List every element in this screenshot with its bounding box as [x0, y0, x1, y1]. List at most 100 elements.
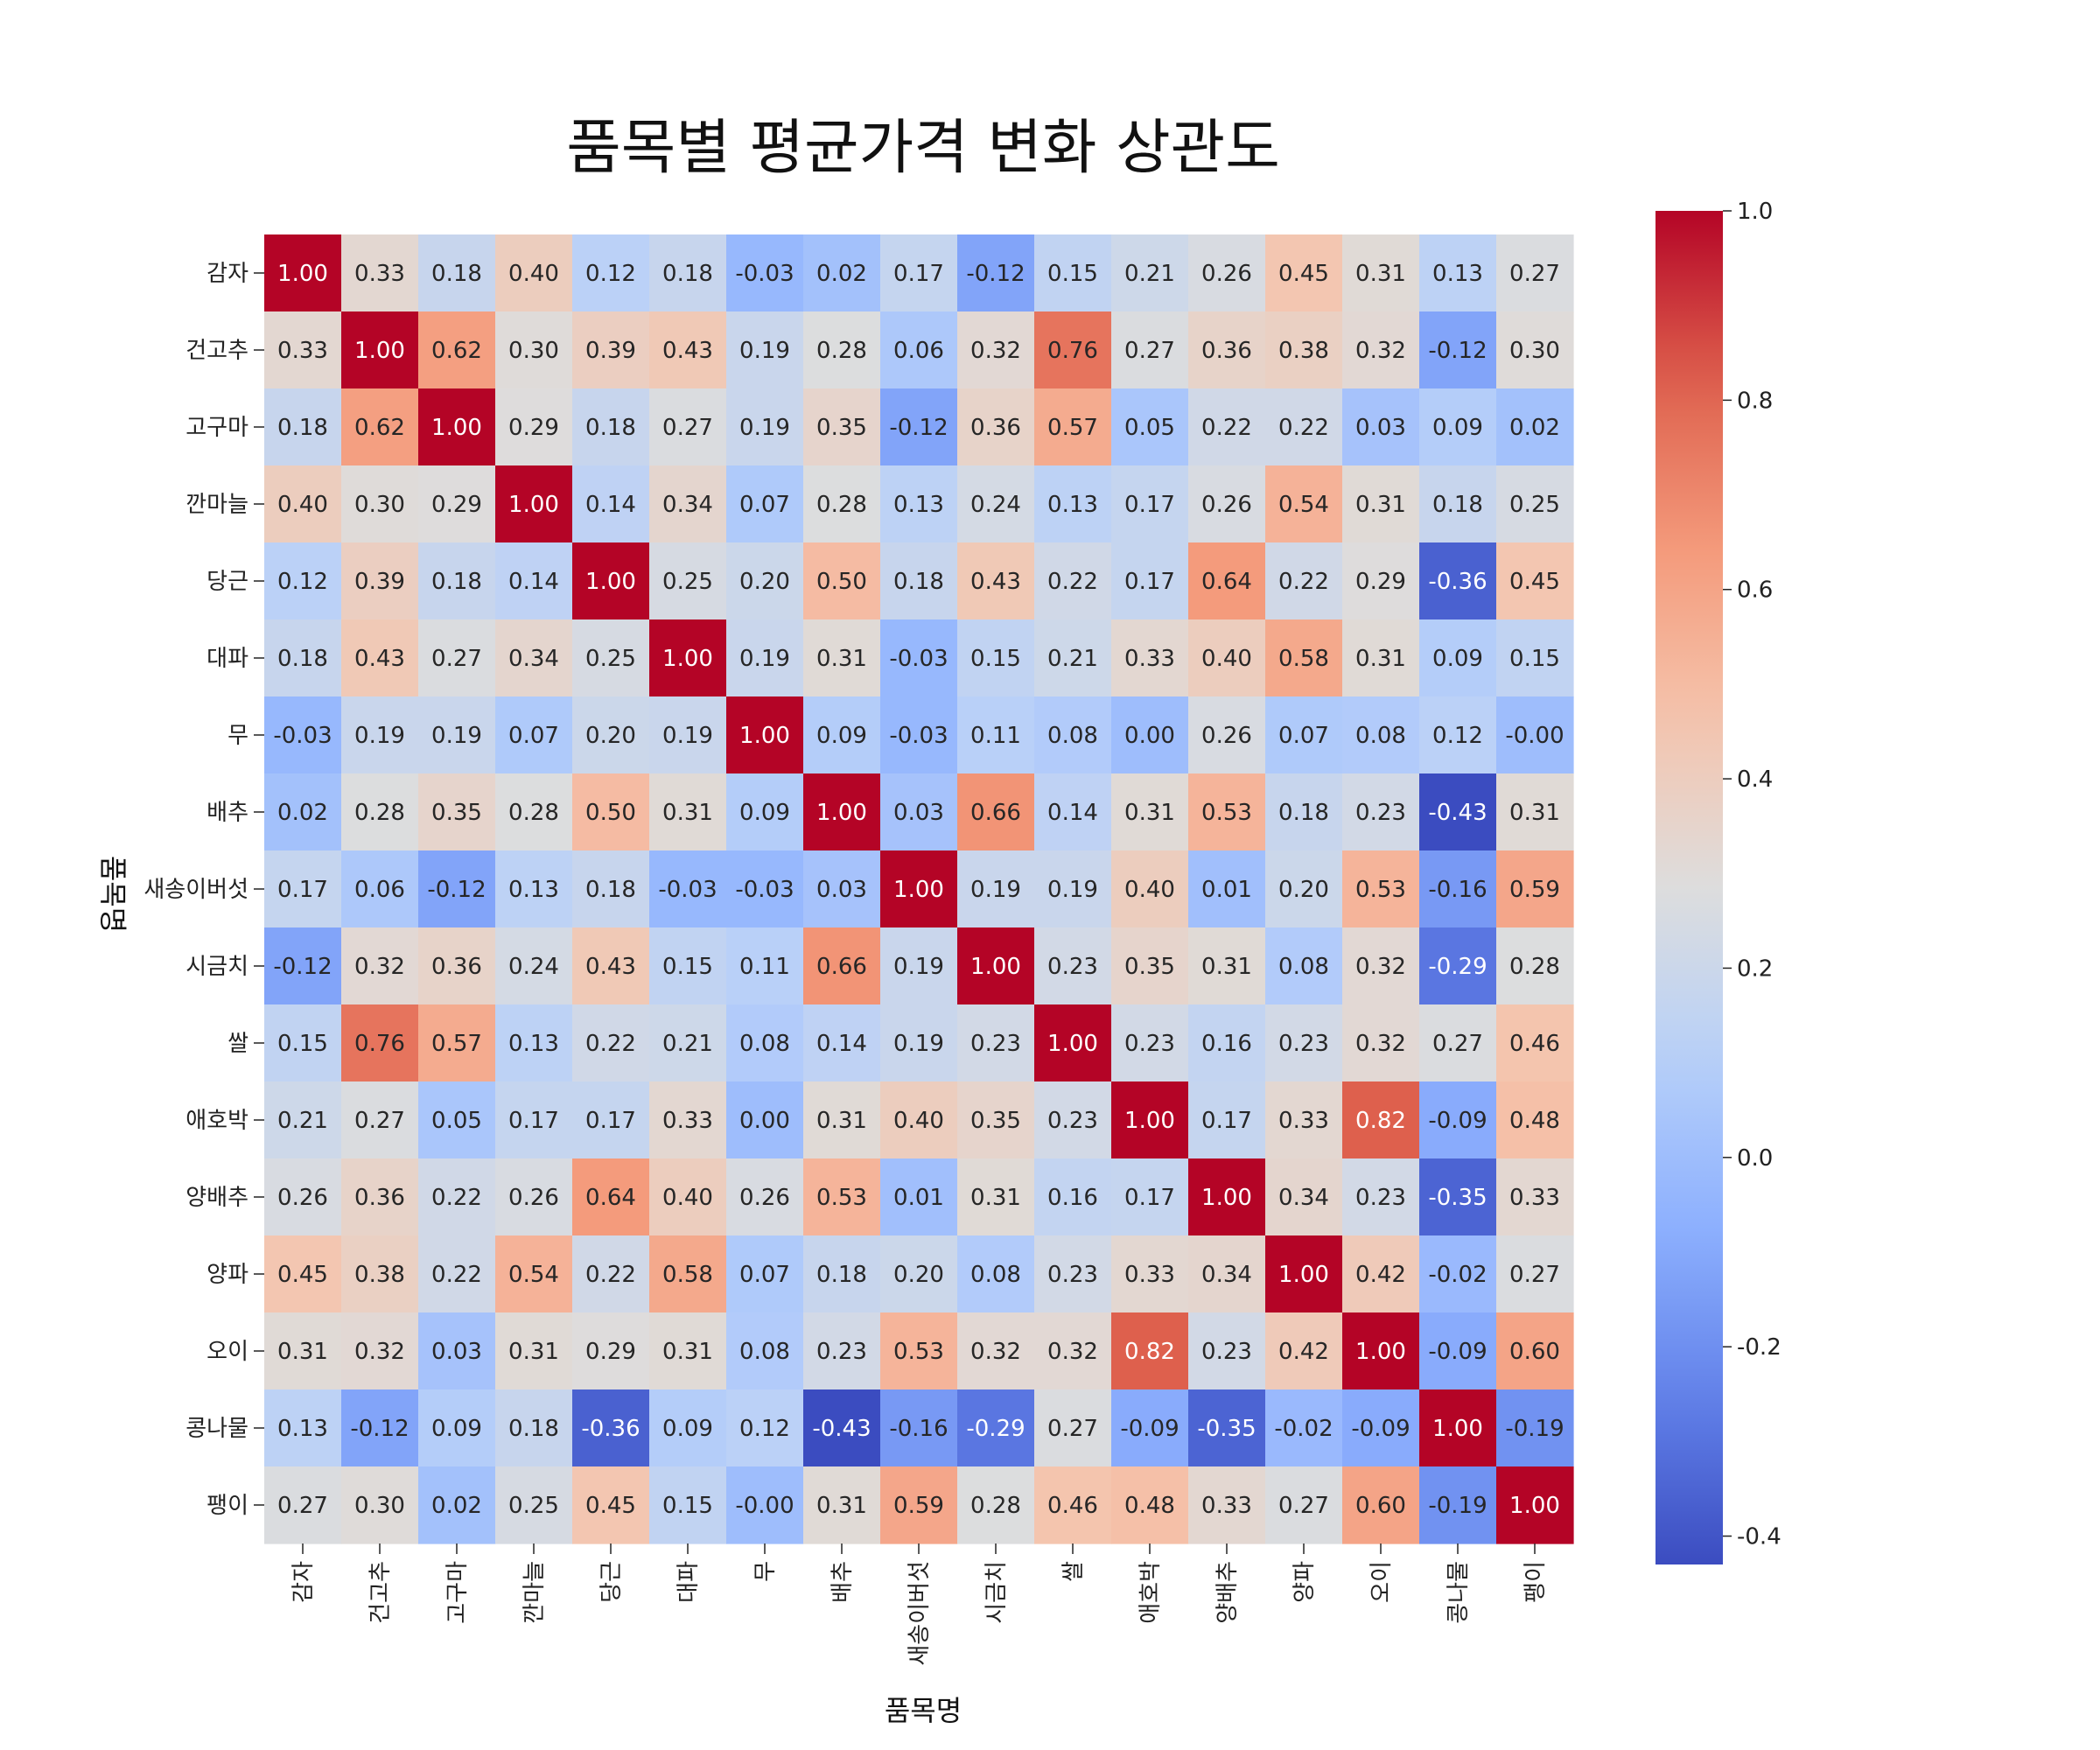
heatmap-cell	[572, 466, 650, 543]
heatmap-cell	[1188, 928, 1266, 1005]
heatmap-cell-value: 0.57	[431, 1031, 482, 1057]
x-tick-label: 쌀	[1060, 1561, 1087, 1582]
heatmap-cell	[1188, 388, 1266, 466]
heatmap-cell-value: 0.27	[354, 1108, 405, 1134]
heatmap-cell	[495, 1158, 573, 1236]
heatmap-cell-value: 0.27	[662, 415, 713, 441]
heatmap-cell-value: 0.34	[508, 646, 559, 672]
heatmap-cell	[418, 1390, 496, 1467]
heatmap-cell	[957, 1466, 1035, 1544]
heatmap-cell-value: 0.19	[1047, 877, 1098, 903]
heatmap-cell	[1034, 1004, 1112, 1082]
heatmap-cell-value: 0.35	[970, 1108, 1021, 1134]
heatmap-cell	[418, 1004, 496, 1082]
heatmap-cell-value: 1.00	[662, 646, 713, 672]
heatmap-cell-value: 1.00	[739, 723, 790, 749]
heatmap-cell-value: 0.29	[508, 415, 559, 441]
heatmap-cell	[1419, 1390, 1497, 1467]
heatmap-cell-value: 0.14	[585, 492, 636, 518]
heatmap-cell-value: 0.40	[277, 492, 328, 518]
heatmap-cell	[1419, 1236, 1497, 1313]
heatmap-cell-value: 0.36	[1201, 338, 1252, 364]
heatmap-cell-value: 1.00	[1278, 1262, 1329, 1288]
heatmap-cell	[495, 774, 573, 851]
heatmap-cell-value: 0.21	[1124, 261, 1175, 287]
heatmap-cell	[1419, 234, 1497, 312]
heatmap-cell	[880, 928, 958, 1005]
heatmap-cell	[803, 696, 881, 774]
y-tick-label: 감자	[206, 261, 248, 287]
heatmap-cell-value: 0.31	[1355, 261, 1406, 287]
heatmap-cell-value: 0.17	[1201, 1108, 1252, 1134]
heatmap-cell-value: 0.15	[662, 954, 713, 980]
heatmap-cell	[1419, 312, 1497, 389]
heatmap-cell	[341, 620, 419, 697]
heatmap-cell	[418, 1082, 496, 1159]
heatmap-cell-value: 0.18	[893, 569, 944, 595]
heatmap-cell	[880, 850, 958, 928]
heatmap-cell-value: 0.31	[816, 646, 867, 672]
heatmap-cell	[726, 312, 804, 389]
heatmap-cell-value: 0.33	[354, 261, 405, 287]
heatmap-cell	[264, 466, 342, 543]
heatmap-cell-value: 0.23	[1355, 1185, 1406, 1211]
heatmap-cell	[418, 466, 496, 543]
heatmap-cell-value: 0.23	[1278, 1031, 1329, 1057]
heatmap-cell	[1419, 1158, 1497, 1236]
heatmap-cell-value: 0.31	[1201, 954, 1252, 980]
heatmap-cell	[1034, 1390, 1112, 1467]
heatmap-cell	[803, 1158, 881, 1236]
heatmap-cell	[1342, 696, 1420, 774]
heatmap-cell-value: 0.13	[1432, 261, 1483, 287]
heatmap-cell	[1034, 850, 1112, 928]
heatmap-cell	[1342, 1004, 1420, 1082]
heatmap-cell-value: 0.03	[816, 877, 867, 903]
heatmap-cell	[1188, 234, 1266, 312]
heatmap-cell-value: 0.05	[1124, 415, 1175, 441]
heatmap-cell-value: 0.66	[970, 800, 1021, 826]
heatmap-cell	[1034, 1236, 1112, 1313]
heatmap-cell	[1496, 1466, 1574, 1544]
heatmap-cell-value: 0.06	[893, 338, 944, 364]
heatmap-cell	[880, 466, 958, 543]
x-tick-label: 팽이	[1522, 1561, 1549, 1603]
heatmap-cell	[1496, 1390, 1574, 1467]
heatmap-cell-value: 0.09	[431, 1416, 482, 1442]
y-axis-title: 품목명	[96, 856, 130, 933]
heatmap-cell-value: 0.58	[1278, 646, 1329, 672]
heatmap-cell	[1496, 1004, 1574, 1082]
heatmap-cell	[649, 1390, 727, 1467]
x-tick-label: 감자	[290, 1561, 317, 1603]
heatmap-cell	[649, 850, 727, 928]
heatmap-cell-value: -0.43	[812, 1416, 871, 1442]
heatmap-cell	[726, 620, 804, 697]
heatmap-cell-value: 0.26	[508, 1185, 559, 1211]
heatmap-cell-value: 0.50	[585, 800, 636, 826]
heatmap-cell-value: 0.23	[1047, 1262, 1098, 1288]
heatmap-cell-value: 1.00	[970, 954, 1021, 980]
heatmap-cell-value: 0.25	[508, 1493, 559, 1519]
heatmap-cell	[1496, 928, 1574, 1005]
heatmap-cell	[1342, 928, 1420, 1005]
heatmap-cell	[1034, 1466, 1112, 1544]
heatmap-cell-value: 0.17	[277, 877, 328, 903]
heatmap-cell-value: 0.19	[354, 723, 405, 749]
heatmap-cell-value: 0.22	[585, 1031, 636, 1057]
heatmap-cell	[803, 1236, 881, 1313]
heatmap-cell	[1419, 542, 1497, 620]
heatmap-cell-value: 0.76	[354, 1031, 405, 1057]
heatmap-cell-value: 0.17	[1124, 569, 1175, 595]
heatmap-cell-value: -0.35	[1428, 1185, 1487, 1211]
heatmap-cell-value: 0.46	[1047, 1493, 1098, 1519]
heatmap-cell	[726, 1312, 804, 1390]
y-tick-labels: 감자건고추고구마깐마늘당근대파무배추새송이버섯시금치쌀애호박양배추양파오이콩나물…	[144, 261, 264, 1519]
y-tick-label: 시금치	[186, 954, 248, 980]
heatmap-cell-value: 0.22	[431, 1185, 482, 1211]
heatmap-cell	[264, 234, 342, 312]
heatmap-cell	[957, 1158, 1035, 1236]
y-tick-label: 고구마	[186, 415, 248, 441]
heatmap-cell-value: 0.82	[1124, 1339, 1175, 1365]
heatmap-cell	[1034, 1082, 1112, 1159]
heatmap-cell	[264, 774, 342, 851]
heatmap-cell-value: 0.13	[1047, 492, 1098, 518]
